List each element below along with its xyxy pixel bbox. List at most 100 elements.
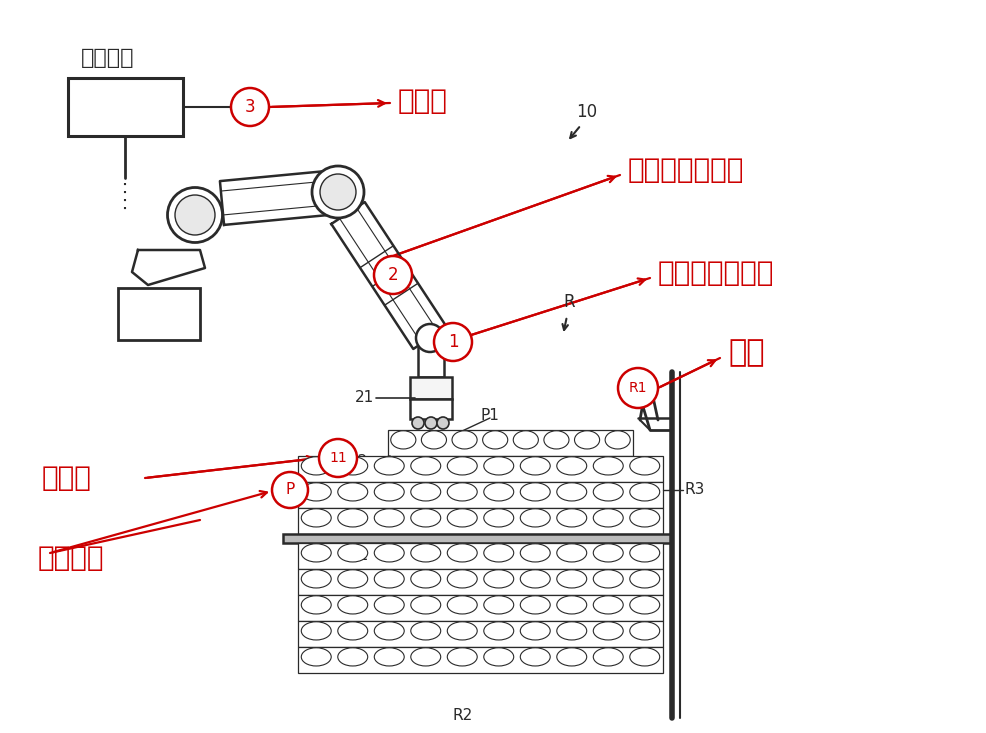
Ellipse shape	[302, 483, 331, 501]
Ellipse shape	[484, 622, 514, 640]
Circle shape	[618, 368, 658, 408]
Ellipse shape	[630, 509, 660, 527]
Bar	[298, 621, 663, 647]
Polygon shape	[331, 202, 447, 349]
Ellipse shape	[302, 544, 331, 562]
Bar	[298, 543, 663, 569]
Text: R3: R3	[685, 482, 705, 498]
Bar	[298, 647, 663, 673]
Ellipse shape	[411, 622, 441, 640]
Ellipse shape	[375, 596, 404, 614]
Ellipse shape	[411, 596, 441, 614]
Circle shape	[412, 417, 424, 429]
Ellipse shape	[411, 509, 441, 527]
Ellipse shape	[448, 648, 477, 666]
Ellipse shape	[338, 457, 368, 475]
Ellipse shape	[302, 570, 331, 588]
Bar	[298, 456, 663, 482]
Text: R1: R1	[629, 381, 647, 395]
Bar	[298, 482, 663, 508]
Text: ロボットアーム: ロボットアーム	[628, 156, 744, 184]
Ellipse shape	[594, 483, 623, 501]
Ellipse shape	[521, 648, 550, 666]
Ellipse shape	[521, 544, 550, 562]
Ellipse shape	[416, 324, 444, 352]
Text: 3: 3	[245, 98, 255, 116]
Ellipse shape	[484, 596, 514, 614]
Ellipse shape	[448, 622, 477, 640]
Ellipse shape	[338, 483, 368, 501]
Text: R2: R2	[453, 707, 473, 723]
Ellipse shape	[544, 431, 569, 449]
Ellipse shape	[630, 648, 660, 666]
Circle shape	[437, 417, 449, 429]
Ellipse shape	[557, 483, 587, 501]
Ellipse shape	[452, 431, 477, 449]
Ellipse shape	[338, 509, 368, 527]
Text: 10: 10	[576, 103, 598, 121]
Ellipse shape	[630, 596, 660, 614]
Circle shape	[434, 323, 472, 361]
Ellipse shape	[338, 596, 368, 614]
Text: 制御部: 制御部	[398, 87, 448, 115]
Ellipse shape	[375, 509, 404, 527]
Circle shape	[374, 256, 412, 294]
Ellipse shape	[484, 483, 514, 501]
Ellipse shape	[557, 509, 587, 527]
Ellipse shape	[175, 195, 215, 235]
Text: 21: 21	[355, 391, 374, 405]
Bar	[298, 508, 663, 534]
Ellipse shape	[411, 544, 441, 562]
Text: 棚板: 棚板	[728, 339, 764, 367]
Ellipse shape	[557, 457, 587, 475]
Polygon shape	[132, 250, 205, 285]
Ellipse shape	[375, 648, 404, 666]
Ellipse shape	[575, 431, 599, 449]
Ellipse shape	[630, 622, 660, 640]
Ellipse shape	[521, 596, 550, 614]
Ellipse shape	[521, 457, 550, 475]
Ellipse shape	[484, 570, 514, 588]
Ellipse shape	[521, 570, 550, 588]
Ellipse shape	[375, 570, 404, 588]
Ellipse shape	[390, 431, 416, 449]
Ellipse shape	[375, 457, 404, 475]
Ellipse shape	[557, 648, 587, 666]
Text: 1: 1	[448, 333, 458, 351]
Bar	[298, 569, 663, 595]
Ellipse shape	[375, 544, 404, 562]
Text: 卵パック: 卵パック	[38, 544, 105, 572]
Ellipse shape	[594, 457, 623, 475]
Ellipse shape	[375, 622, 404, 640]
Text: 11: 11	[329, 451, 347, 465]
Ellipse shape	[448, 596, 477, 614]
Ellipse shape	[482, 431, 508, 449]
Ellipse shape	[302, 648, 331, 666]
Ellipse shape	[594, 596, 623, 614]
Ellipse shape	[448, 483, 477, 501]
Ellipse shape	[557, 596, 587, 614]
Bar	[410, 399, 452, 419]
Ellipse shape	[594, 544, 623, 562]
Circle shape	[425, 417, 437, 429]
Ellipse shape	[484, 544, 514, 562]
Ellipse shape	[302, 596, 331, 614]
Ellipse shape	[338, 648, 368, 666]
Bar	[283, 534, 670, 543]
Circle shape	[231, 88, 269, 126]
Ellipse shape	[557, 544, 587, 562]
Text: R1: R1	[348, 548, 368, 562]
Ellipse shape	[411, 570, 441, 588]
Text: 12: 12	[349, 454, 368, 470]
Ellipse shape	[448, 509, 477, 527]
Bar	[68, 78, 183, 136]
Text: P1: P1	[480, 408, 499, 422]
Polygon shape	[220, 170, 340, 225]
Ellipse shape	[302, 622, 331, 640]
Ellipse shape	[448, 570, 477, 588]
Ellipse shape	[557, 622, 587, 640]
Text: ロボットヘッド: ロボットヘッド	[658, 259, 774, 287]
Ellipse shape	[594, 648, 623, 666]
Ellipse shape	[521, 622, 550, 640]
Ellipse shape	[594, 570, 623, 588]
